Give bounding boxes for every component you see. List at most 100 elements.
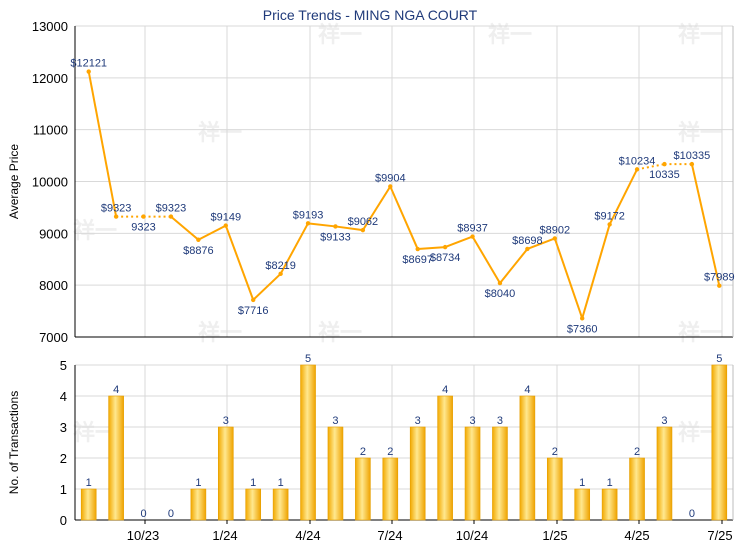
price-data-label: $9904 [375, 172, 406, 184]
price-point [141, 214, 146, 219]
txn-bar [519, 395, 536, 521]
price-line-segment [553, 238, 584, 319]
price-panel: 7000 8000 9000 10000 11000 12000 13000 Average … [7, 19, 735, 345]
price-point [580, 316, 585, 321]
txn-bar-label: 1 [195, 477, 201, 489]
txn-ytick-label: 0 [60, 513, 67, 528]
txn-bar-label: 4 [524, 384, 530, 396]
txn-ytick-label: 1 [60, 482, 67, 497]
price-data-label: $8734 [430, 252, 461, 264]
price-ytick-label: 11000 [33, 123, 68, 138]
txn-bar-label: 2 [360, 446, 366, 458]
txn-bar-label: 3 [497, 415, 503, 427]
price-data-label: $7716 [238, 305, 269, 317]
txn-xtick-label: 7/24 [377, 528, 402, 543]
price-data-label: $10335 [674, 150, 711, 162]
watermark-text: 祥一 [678, 320, 722, 345]
price-ytick-label: 10000 [32, 175, 68, 190]
txn-bar [217, 426, 234, 521]
txn-bar-label: 1 [579, 477, 585, 489]
price-line-segment [252, 273, 282, 301]
price-data-label: 10335 [649, 169, 680, 181]
price-ytick-label: 9000 [39, 226, 68, 241]
txn-bar [80, 488, 97, 521]
price-ytick-label: 7000 [39, 330, 68, 345]
price-line-segment [471, 236, 501, 284]
txn-bar [464, 426, 481, 521]
price-point [305, 221, 311, 226]
price-point [168, 214, 174, 219]
txn-bar-label: 1 [278, 477, 284, 489]
txn-bar [409, 426, 426, 521]
price-point [360, 227, 366, 233]
chart-title: Price Trends - MING NGA COURT [263, 7, 478, 23]
txn-ytick-label: 2 [60, 451, 67, 466]
txn-bar [327, 426, 344, 521]
txn-bar [190, 488, 207, 521]
price-point [634, 167, 640, 172]
price-data-label: $10234 [619, 155, 656, 167]
txn-bar-label: 2 [552, 446, 558, 458]
price-data-label: $8040 [485, 288, 516, 300]
txn-bar [355, 457, 371, 521]
txn-bar [656, 426, 673, 521]
txn-bar [601, 488, 618, 521]
price-point [251, 297, 256, 303]
price-point [196, 237, 201, 242]
price-line-segment [87, 71, 118, 217]
price-data-label: $12121 [70, 58, 107, 70]
watermark-text: 祥一 [678, 120, 722, 145]
txn-bar [245, 488, 262, 521]
price-ytick-label: 13000 [32, 19, 68, 34]
txn-xtick-label: 1/24 [212, 528, 237, 543]
price-y-axis-label: Average Price [7, 144, 21, 219]
price-line-segment [581, 224, 611, 319]
price-ytick-label: 12000 [32, 71, 68, 86]
price-point [278, 271, 283, 277]
price-point [607, 222, 612, 227]
price-line-segment [690, 163, 721, 286]
watermark-text: 祥一 [198, 320, 242, 345]
price-data-label: 9323 [131, 222, 155, 234]
price-point [689, 161, 695, 167]
watermark-text: 祥一 [73, 218, 117, 243]
price-ytick-label: 8000 [39, 278, 68, 293]
txn-bar-label: 3 [661, 415, 667, 427]
price-point [525, 246, 530, 252]
price-line-segment [224, 225, 255, 301]
price-point [497, 280, 503, 286]
txn-bar [629, 457, 645, 521]
price-data-label: $9193 [293, 209, 324, 221]
price-point [333, 224, 338, 229]
price-line-segment [499, 248, 529, 284]
price-line-segment [444, 235, 473, 249]
price-data-label: $8698 [512, 235, 543, 247]
txn-bar [382, 457, 399, 521]
txn-bar-label: 3 [332, 415, 338, 427]
price-data-label: $8876 [183, 245, 214, 257]
price-data-label: $8219 [265, 260, 296, 272]
price-line-segment [335, 225, 364, 232]
txn-bar [108, 395, 124, 521]
price-data-label: $7989 [704, 272, 735, 284]
txn-y-axis-label: No. of Transactions [7, 391, 21, 494]
price-point [717, 283, 722, 288]
txn-xtick-label: 4/25 [624, 528, 649, 543]
price-data-label: $8902 [539, 224, 570, 236]
price-data-label: $8937 [457, 223, 488, 235]
txn-xtick-label: 4/24 [295, 528, 320, 543]
price-line-segment [389, 186, 419, 250]
price-data-label: $7360 [567, 323, 598, 335]
txn-bar-label: 5 [305, 353, 311, 365]
transactions-panel: 0 1 2 3 4 5 No. of Transactions 1 4 0 0 1 3 1 1 5 3 2 2 3 4 3… [7, 353, 734, 543]
txn-bar-label: 3 [223, 415, 229, 427]
price-line-segment [362, 185, 392, 231]
price-point [415, 246, 420, 252]
txn-bar-label: 1 [250, 477, 256, 489]
price-line-segment [170, 215, 200, 241]
price-data-label: $9149 [210, 212, 241, 224]
price-line-segment [197, 224, 227, 241]
txn-bar-label: 1 [607, 477, 613, 489]
price-line-segment [307, 222, 336, 228]
